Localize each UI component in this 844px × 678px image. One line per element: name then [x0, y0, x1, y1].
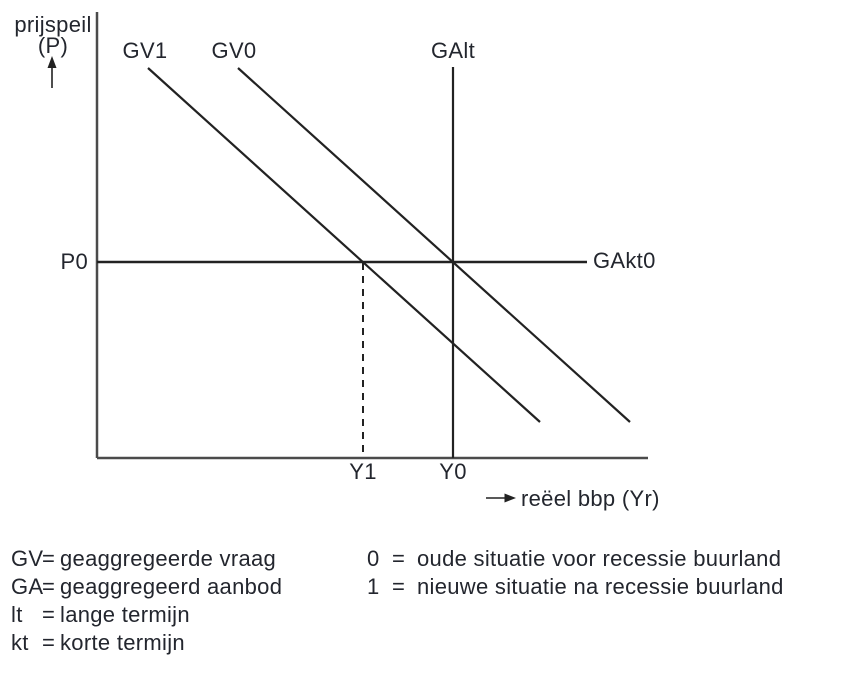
y-axis-title-line2: (P) [37, 33, 69, 58]
legend-item-0: 0 = oude situatie voor recessie buurland [367, 546, 784, 574]
legend-item-lt: lt = lange termijn [11, 602, 282, 630]
legend-equals: = [42, 546, 56, 571]
galt-curve-label: GAlt [431, 38, 475, 63]
legend-description: geaggregeerd aanbod [60, 574, 283, 599]
legend-right-column: 0 = oude situatie voor recessie buurland… [367, 546, 784, 602]
diagram-plot [47, 12, 648, 503]
legend-equals: = [42, 630, 56, 655]
legend-left-column: GV = geaggregeerde vraag GA = geaggregee… [11, 546, 282, 658]
legend-item-ga: GA = geaggregeerd aanbod [11, 574, 282, 602]
legend-item-1: 1 = nieuwe situatie na recessie buurland [367, 574, 784, 602]
legend-equals: = [392, 546, 406, 571]
y1-tick-label: Y1 [349, 459, 377, 484]
gakt0-curve-label: GAkt0 [593, 248, 656, 273]
p0-tick-label: P0 [60, 249, 88, 274]
gv0-demand-line [237, 67, 631, 423]
legend-equals: = [42, 602, 56, 627]
legend-description: nieuwe situatie na recessie buurland [417, 574, 784, 599]
legend-term: 1 [367, 574, 380, 599]
y-axis-title: prijspeil (P) [8, 12, 98, 58]
legend-description: geaggregeerde vraag [60, 546, 277, 571]
legend-term: 0 [367, 546, 380, 571]
legend-equals: = [392, 574, 406, 599]
legend-term: GA [11, 574, 44, 599]
legend-term: GV [11, 546, 44, 571]
y-axis-arrow-icon [47, 56, 57, 88]
legend-term: lt [11, 602, 23, 627]
legend-description: lange termijn [60, 602, 190, 627]
legend-description: oude situatie voor recessie buurland [417, 546, 782, 571]
x-axis-title: reëel bbp (Yr) [521, 486, 660, 511]
legend-item-kt: kt = korte termijn [11, 630, 282, 658]
y0-tick-label: Y0 [439, 459, 467, 484]
legend-item-gv: GV = geaggregeerde vraag [11, 546, 282, 574]
x-axis-arrow-icon [486, 493, 516, 503]
gv1-curve-label: GV1 [122, 38, 168, 63]
gv0-curve-label: GV0 [211, 38, 257, 63]
legend-term: kt [11, 630, 29, 655]
gv1-demand-line [147, 67, 541, 423]
y-axis-title-line1: prijspeil [14, 12, 92, 37]
legend-equals: = [42, 574, 56, 599]
legend-description: korte termijn [60, 630, 185, 655]
